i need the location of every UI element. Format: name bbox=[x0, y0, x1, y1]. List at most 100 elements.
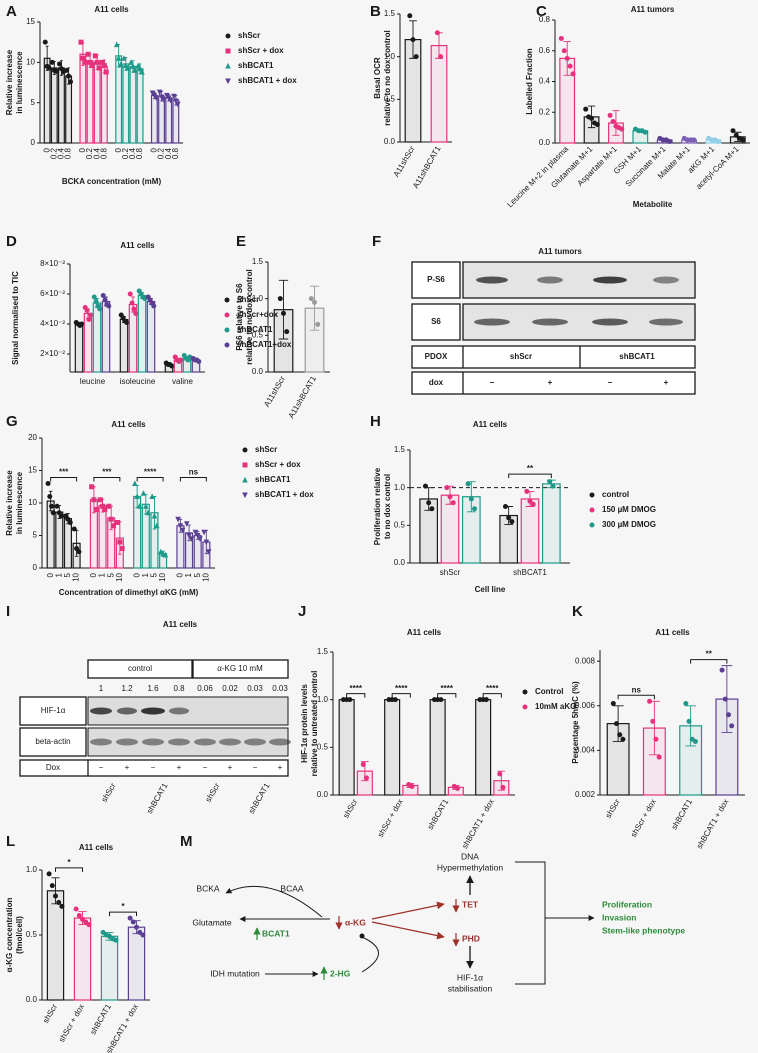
data-point bbox=[153, 522, 160, 529]
y-axis-title: Proliferation relative bbox=[373, 467, 382, 545]
x-axis-title: Concentration of dimethyl αKG (mM) bbox=[59, 588, 199, 597]
data-point bbox=[106, 503, 112, 509]
y-tick-label: 0 bbox=[31, 138, 36, 147]
blot-band bbox=[474, 318, 510, 326]
node-label: Glutamate bbox=[192, 917, 231, 927]
node-label: HIF-1α bbox=[457, 972, 483, 982]
blot-title: A11 cells bbox=[163, 620, 198, 629]
blot-title: A11 tumors bbox=[538, 247, 582, 256]
data-point bbox=[692, 738, 698, 744]
data-point bbox=[130, 63, 136, 69]
data-point bbox=[92, 53, 98, 59]
data-point bbox=[201, 529, 207, 536]
data-point bbox=[50, 510, 56, 516]
data-point bbox=[730, 128, 736, 134]
y-axis-title: Basal OCR bbox=[373, 57, 382, 99]
data-point bbox=[54, 503, 60, 509]
blot-band bbox=[168, 738, 190, 746]
bar bbox=[50, 67, 58, 144]
y-axis-title: HIF-1α protein levels bbox=[300, 684, 309, 763]
bar bbox=[150, 94, 158, 144]
data-point bbox=[567, 63, 573, 69]
data-point bbox=[151, 512, 158, 519]
data-point bbox=[113, 937, 119, 943]
panel-letter: E bbox=[236, 233, 246, 250]
data-point bbox=[151, 303, 157, 309]
bar bbox=[115, 55, 123, 144]
x-tick-label: shBCAT1 bbox=[426, 797, 451, 831]
data-point bbox=[188, 536, 195, 542]
dox-sign: + bbox=[548, 378, 553, 387]
y-tick-label: 0.0 bbox=[252, 367, 264, 376]
y-tick-label: 1.0 bbox=[384, 52, 396, 61]
data-point bbox=[409, 783, 415, 789]
blot-band bbox=[116, 738, 138, 746]
data-point bbox=[127, 291, 133, 297]
x-tick-label: 10 bbox=[115, 572, 124, 581]
y-tick-label: 0.0 bbox=[317, 790, 329, 799]
bar bbox=[127, 926, 146, 1001]
data-point bbox=[103, 69, 109, 75]
data-point bbox=[134, 493, 140, 499]
data-point bbox=[136, 503, 143, 509]
arrow bbox=[371, 921, 445, 940]
y-tick-label: 1.0 bbox=[26, 865, 38, 874]
error-bar bbox=[612, 110, 620, 136]
data-point bbox=[429, 506, 435, 512]
bar bbox=[86, 60, 94, 144]
data-point bbox=[80, 55, 86, 61]
y-axis-title: PS6 relative to S6 bbox=[235, 283, 244, 351]
node-label: DNA bbox=[461, 851, 479, 861]
data-point bbox=[93, 299, 99, 304]
x-axis-title: Metabolite bbox=[633, 200, 673, 209]
significance-bracket bbox=[690, 659, 728, 664]
legend-label: shBCAT1 bbox=[237, 325, 273, 334]
dox-sign: + bbox=[664, 378, 669, 387]
data-point bbox=[93, 507, 99, 512]
blot-group-row bbox=[411, 345, 696, 369]
x-tick-label: 1 bbox=[184, 572, 193, 577]
y-axis-title: Relative increase bbox=[5, 470, 14, 536]
y-tick-label: 0.5 bbox=[394, 520, 406, 529]
blot-band bbox=[142, 738, 164, 746]
bar bbox=[137, 294, 147, 373]
data-point bbox=[117, 539, 123, 545]
data-point bbox=[68, 79, 74, 85]
data-point bbox=[76, 549, 82, 555]
x-tick-label: A11shBCAT1 bbox=[411, 144, 443, 190]
data-point bbox=[407, 13, 413, 19]
data-point bbox=[113, 41, 120, 48]
significance-label: *** bbox=[59, 468, 69, 477]
data-point bbox=[143, 503, 149, 509]
data-point bbox=[729, 723, 735, 729]
pathway-diagram: DNA Hypermethylation BCKA BCAA Glutamate… bbox=[192, 851, 685, 993]
panel-letter: A bbox=[6, 3, 17, 20]
condition-box bbox=[192, 659, 289, 679]
panel-letter: D bbox=[6, 233, 17, 250]
dox-sign: + bbox=[278, 763, 283, 772]
data-point bbox=[140, 932, 146, 938]
data-point bbox=[524, 488, 530, 494]
legend-label: shScr bbox=[255, 445, 277, 454]
data-point bbox=[153, 95, 160, 101]
data-point bbox=[133, 311, 139, 316]
data-point bbox=[149, 493, 155, 499]
blot-band bbox=[117, 707, 137, 715]
data-point bbox=[94, 59, 100, 65]
y-tick-label: 0.5 bbox=[384, 94, 396, 103]
data-point bbox=[99, 59, 105, 65]
panel-letter: F bbox=[372, 233, 381, 250]
y-tick-label: 0.5 bbox=[317, 742, 329, 751]
y-axis-title: Labelled Fraction bbox=[525, 48, 534, 114]
y-tick-label: 0.004 bbox=[575, 745, 596, 754]
y-axis-title: in luminescence bbox=[15, 51, 24, 114]
legend-marker bbox=[589, 522, 595, 528]
data-point bbox=[108, 516, 114, 522]
data-point bbox=[169, 363, 175, 369]
bar bbox=[100, 65, 108, 144]
data-point bbox=[196, 359, 202, 364]
condition-box bbox=[87, 659, 193, 679]
data-point bbox=[715, 138, 721, 144]
group-label: shScr bbox=[204, 781, 222, 804]
data-point bbox=[102, 297, 108, 303]
